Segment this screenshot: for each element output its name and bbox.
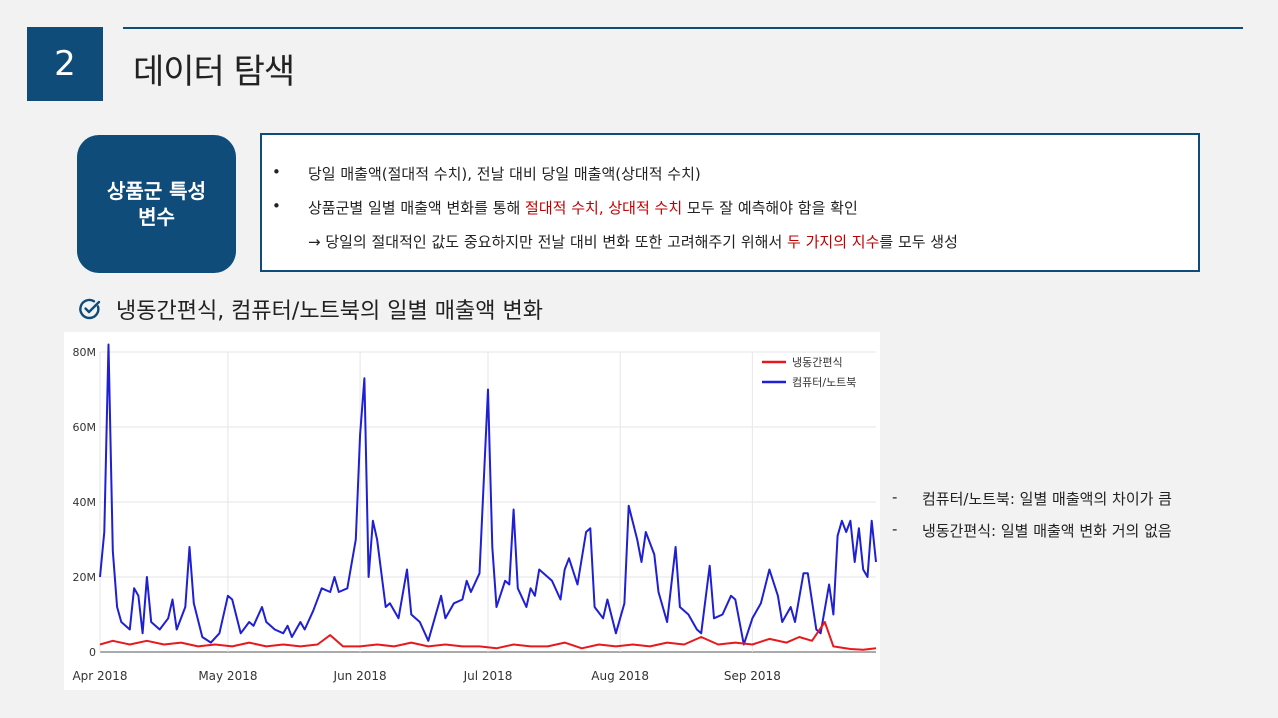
info-text: → 당일의 절대적인 값도 중요하지만 전날 대비 변화 또한 고려해주기 위해… bbox=[308, 231, 958, 252]
info-text-part: 모두 잘 예측해야 함을 확인 bbox=[682, 199, 858, 217]
y-tick-label: 40M bbox=[73, 496, 97, 509]
info-highlight: 두 가지의 지수 bbox=[787, 233, 880, 251]
bullet: • bbox=[272, 163, 281, 181]
info-text: 당일 매출액(절대적 수치), 전날 대비 당일 매출액(상대적 수치) bbox=[308, 165, 701, 183]
feature-tag-line1: 상품군 특성 bbox=[107, 179, 206, 203]
header-rule bbox=[123, 27, 1243, 29]
note-text: 냉동간편식: 일별 매출액 변화 거의 없음 bbox=[922, 522, 1172, 540]
sales-chart: 0 20M 40M 60M 80M Apr 2018 May 2018 Jun 2018 Jul… bbox=[64, 332, 880, 690]
x-tick-label: Apr 2018 bbox=[72, 669, 127, 683]
page-title: 데이터 탐색 bbox=[133, 52, 295, 92]
y-tick-label: 80M bbox=[73, 346, 97, 359]
y-tick-label: 0 bbox=[89, 646, 96, 659]
series-line-computer-notebook bbox=[99, 343, 877, 646]
x-tick-label: Aug 2018 bbox=[591, 669, 649, 683]
chart-svg: 0 20M 40M 60M 80M Apr 2018 May 2018 Jun 2018 Jul… bbox=[72, 343, 877, 683]
y-tick-label: 60M bbox=[73, 421, 97, 434]
section-number: 2 bbox=[27, 27, 103, 101]
feature-tag: 상품군 특성 변수 bbox=[77, 135, 236, 273]
note-dash: - bbox=[892, 488, 898, 506]
info-text: 상품군별 일별 매출액 변화를 통해 절대적 수치, 상대적 수치 모두 잘 예… bbox=[308, 197, 858, 218]
x-tick-label: Jul 2018 bbox=[463, 669, 513, 683]
check-circle-icon bbox=[79, 298, 101, 320]
series-line-frozen-food bbox=[99, 621, 877, 651]
x-tick-label: Sep 2018 bbox=[724, 669, 781, 683]
x-tick-label: May 2018 bbox=[198, 669, 257, 683]
legend-label: 냉동간편식 bbox=[792, 356, 843, 369]
info-text-part: → 당일의 절대적인 값도 중요하지만 전날 대비 변화 또한 고려해주기 위해… bbox=[308, 233, 788, 251]
info-highlight: 절대적 수치, 상대적 수치 bbox=[525, 199, 683, 217]
x-tick-label: Jun 2018 bbox=[333, 669, 387, 683]
info-text-part: 를 모두 생성 bbox=[879, 233, 958, 251]
feature-tag-line2: 변수 bbox=[138, 205, 175, 229]
y-tick-label: 20M bbox=[73, 571, 97, 584]
note-text: 컴퓨터/노트북: 일별 매출액의 차이가 큼 bbox=[922, 490, 1172, 508]
chart-subheading: 냉동간편식, 컴퓨터/노트북의 일별 매출액 변화 bbox=[78, 293, 543, 325]
info-box: • 당일 매출액(절대적 수치), 전날 대비 당일 매출액(상대적 수치) •… bbox=[260, 133, 1200, 272]
info-text-part: 상품군별 일별 매출액 변화를 통해 bbox=[308, 199, 526, 217]
note-dash: - bbox=[892, 520, 898, 538]
chart-subheading-text: 냉동간편식, 컴퓨터/노트북의 일별 매출액 변화 bbox=[116, 299, 543, 324]
legend-label: 컴퓨터/노트북 bbox=[792, 376, 856, 389]
bullet: • bbox=[272, 197, 281, 215]
